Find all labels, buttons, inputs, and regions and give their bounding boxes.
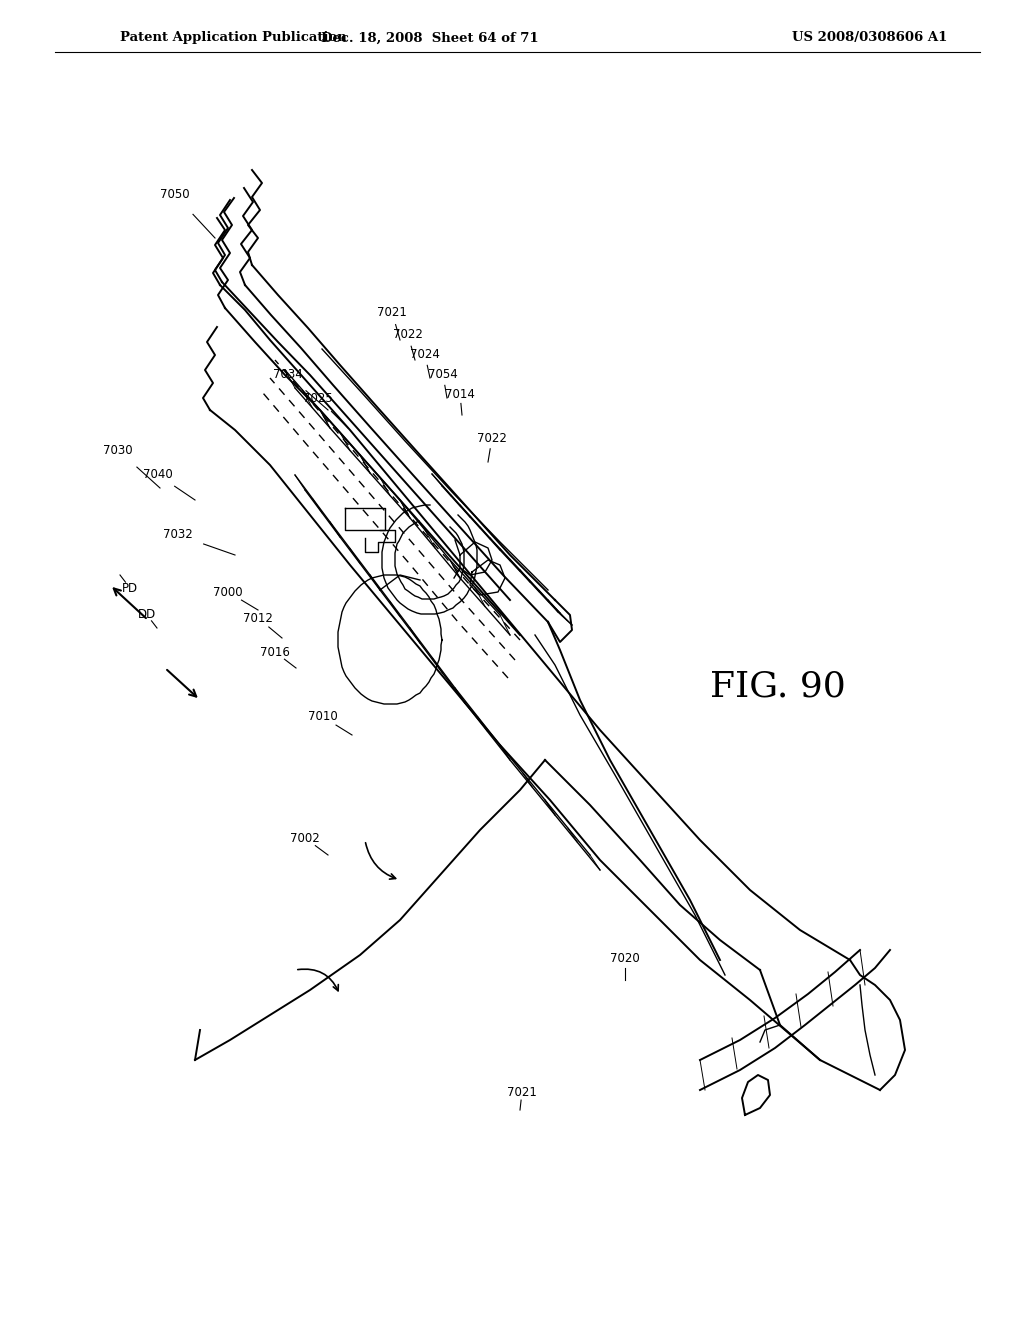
Text: 7040: 7040 [143, 469, 173, 482]
Text: DD: DD [138, 609, 156, 622]
Text: Patent Application Publication: Patent Application Publication [120, 32, 347, 45]
Text: 7021: 7021 [377, 305, 407, 318]
Text: 7030: 7030 [103, 444, 133, 457]
Text: 7034: 7034 [273, 368, 303, 381]
Text: 7024: 7024 [410, 348, 440, 362]
Text: FIG. 90: FIG. 90 [711, 669, 846, 704]
Text: PD: PD [122, 582, 138, 594]
Text: 7021: 7021 [507, 1085, 537, 1098]
Text: 7054: 7054 [428, 368, 458, 381]
Text: 7050: 7050 [160, 189, 189, 202]
Text: 7025: 7025 [303, 392, 333, 404]
Text: 7022: 7022 [477, 432, 507, 445]
Text: 7010: 7010 [308, 710, 338, 723]
Text: 7012: 7012 [243, 611, 273, 624]
Text: Dec. 18, 2008  Sheet 64 of 71: Dec. 18, 2008 Sheet 64 of 71 [322, 32, 539, 45]
Text: 7022: 7022 [393, 329, 423, 342]
Text: 7016: 7016 [260, 645, 290, 659]
Text: US 2008/0308606 A1: US 2008/0308606 A1 [793, 32, 947, 45]
Text: 7020: 7020 [610, 952, 640, 965]
Text: 7032: 7032 [163, 528, 193, 541]
Text: 7014: 7014 [445, 388, 475, 400]
Text: 7000: 7000 [213, 586, 243, 598]
Text: 7002: 7002 [290, 832, 319, 845]
